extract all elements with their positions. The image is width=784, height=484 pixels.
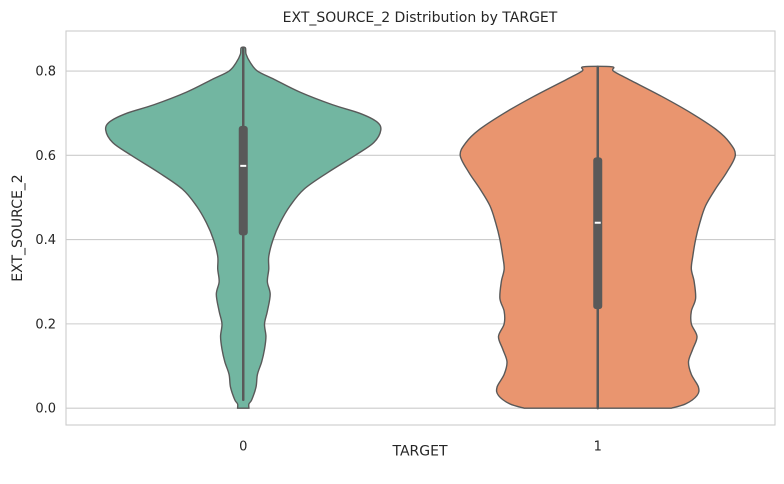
y-tick-label: 0.6 [35,149,56,164]
chart-title: EXT_SOURCE_2 Distribution by TARGET [283,10,558,26]
plot-frame [65,30,776,426]
iqr-box-target-0 [238,125,248,236]
x-tick-label: 1 [594,440,602,455]
x-axis-label: TARGET [391,444,447,460]
y-tick-label: 0.2 [35,317,56,332]
y-tick-labels: 0.0 0.2 0.4 0.6 0.8 [35,65,56,417]
y-tick-label: 0.0 [35,402,56,417]
violins [104,46,737,410]
y-tick-label: 0.4 [35,233,56,248]
iqr-box-target-1 [593,157,603,310]
y-axis-label: EXT_SOURCE_2 [10,174,26,281]
y-tick-label: 0.8 [35,65,56,80]
x-tick-label: 0 [239,440,247,455]
